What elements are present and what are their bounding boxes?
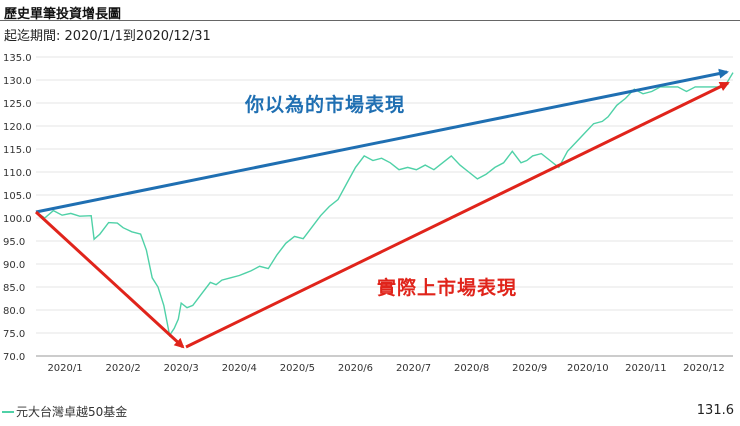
actual-performance-label: 實際上市場表現 bbox=[377, 277, 518, 299]
x-tick-label: 2020/3 bbox=[164, 363, 199, 374]
x-tick-label: 2020/10 bbox=[567, 363, 609, 374]
x-tick-label: 2020/2 bbox=[106, 363, 141, 374]
y-tick-label: 100.0 bbox=[3, 214, 32, 225]
x-axis-ticks: 2020/1 2020/2 2020/3 2020/4 2020/5 2020/6 2020… bbox=[47, 363, 724, 374]
x-tick-label: 2020/6 bbox=[338, 363, 373, 374]
y-tick-label: 85.0 bbox=[3, 283, 25, 294]
x-tick-label: 2020/9 bbox=[512, 363, 547, 374]
x-tick-label: 2020/8 bbox=[454, 363, 489, 374]
legend-swatch bbox=[2, 410, 14, 413]
legend-last-value: 131.6 bbox=[696, 403, 734, 418]
series-line bbox=[35, 72, 734, 338]
x-tick-label: 2020/12 bbox=[683, 363, 725, 374]
y-tick-label: 125.0 bbox=[3, 99, 32, 110]
date-range-label: 起迄期間: 2020/1/1到2020/12/31 bbox=[4, 29, 211, 44]
actual-rise-arrow bbox=[185, 81, 730, 349]
x-tick-label: 2020/5 bbox=[280, 363, 315, 374]
perceived-performance-label: 你以為的市場表現 bbox=[245, 94, 406, 116]
y-tick-label: 115.0 bbox=[3, 145, 32, 156]
legend: 元大台灣卓越50基金 bbox=[2, 403, 127, 420]
y-axis-ticks: 70.0 75.0 80.0 85.0 90.0 95.0 100.0 105.0 110.0 1… bbox=[3, 53, 32, 363]
perceived-trend-arrow bbox=[35, 68, 729, 214]
gridlines bbox=[36, 56, 733, 357]
x-tick-label: 2020/4 bbox=[222, 363, 257, 374]
x-tick-label: 2020/7 bbox=[396, 363, 431, 374]
y-tick-label: 110.0 bbox=[3, 168, 32, 179]
y-tick-label: 135.0 bbox=[3, 53, 32, 64]
y-tick-label: 120.0 bbox=[3, 122, 32, 133]
y-tick-label: 105.0 bbox=[3, 191, 32, 202]
x-tick-label: 2020/1 bbox=[47, 363, 82, 374]
actual-drop-arrow bbox=[34, 210, 185, 349]
y-tick-label: 90.0 bbox=[3, 260, 25, 271]
y-tick-label: 75.0 bbox=[3, 329, 25, 340]
x-tick-label: 2020/11 bbox=[625, 363, 667, 374]
chart-title: 歷史單筆投資增長圖 bbox=[4, 7, 122, 22]
y-tick-label: 130.0 bbox=[3, 76, 32, 87]
title-divider bbox=[0, 20, 740, 21]
legend-series-name: 元大台灣卓越50基金 bbox=[16, 405, 128, 419]
y-tick-label: 95.0 bbox=[3, 237, 25, 248]
y-tick-label: 70.0 bbox=[3, 352, 25, 363]
y-tick-label: 80.0 bbox=[3, 306, 25, 317]
